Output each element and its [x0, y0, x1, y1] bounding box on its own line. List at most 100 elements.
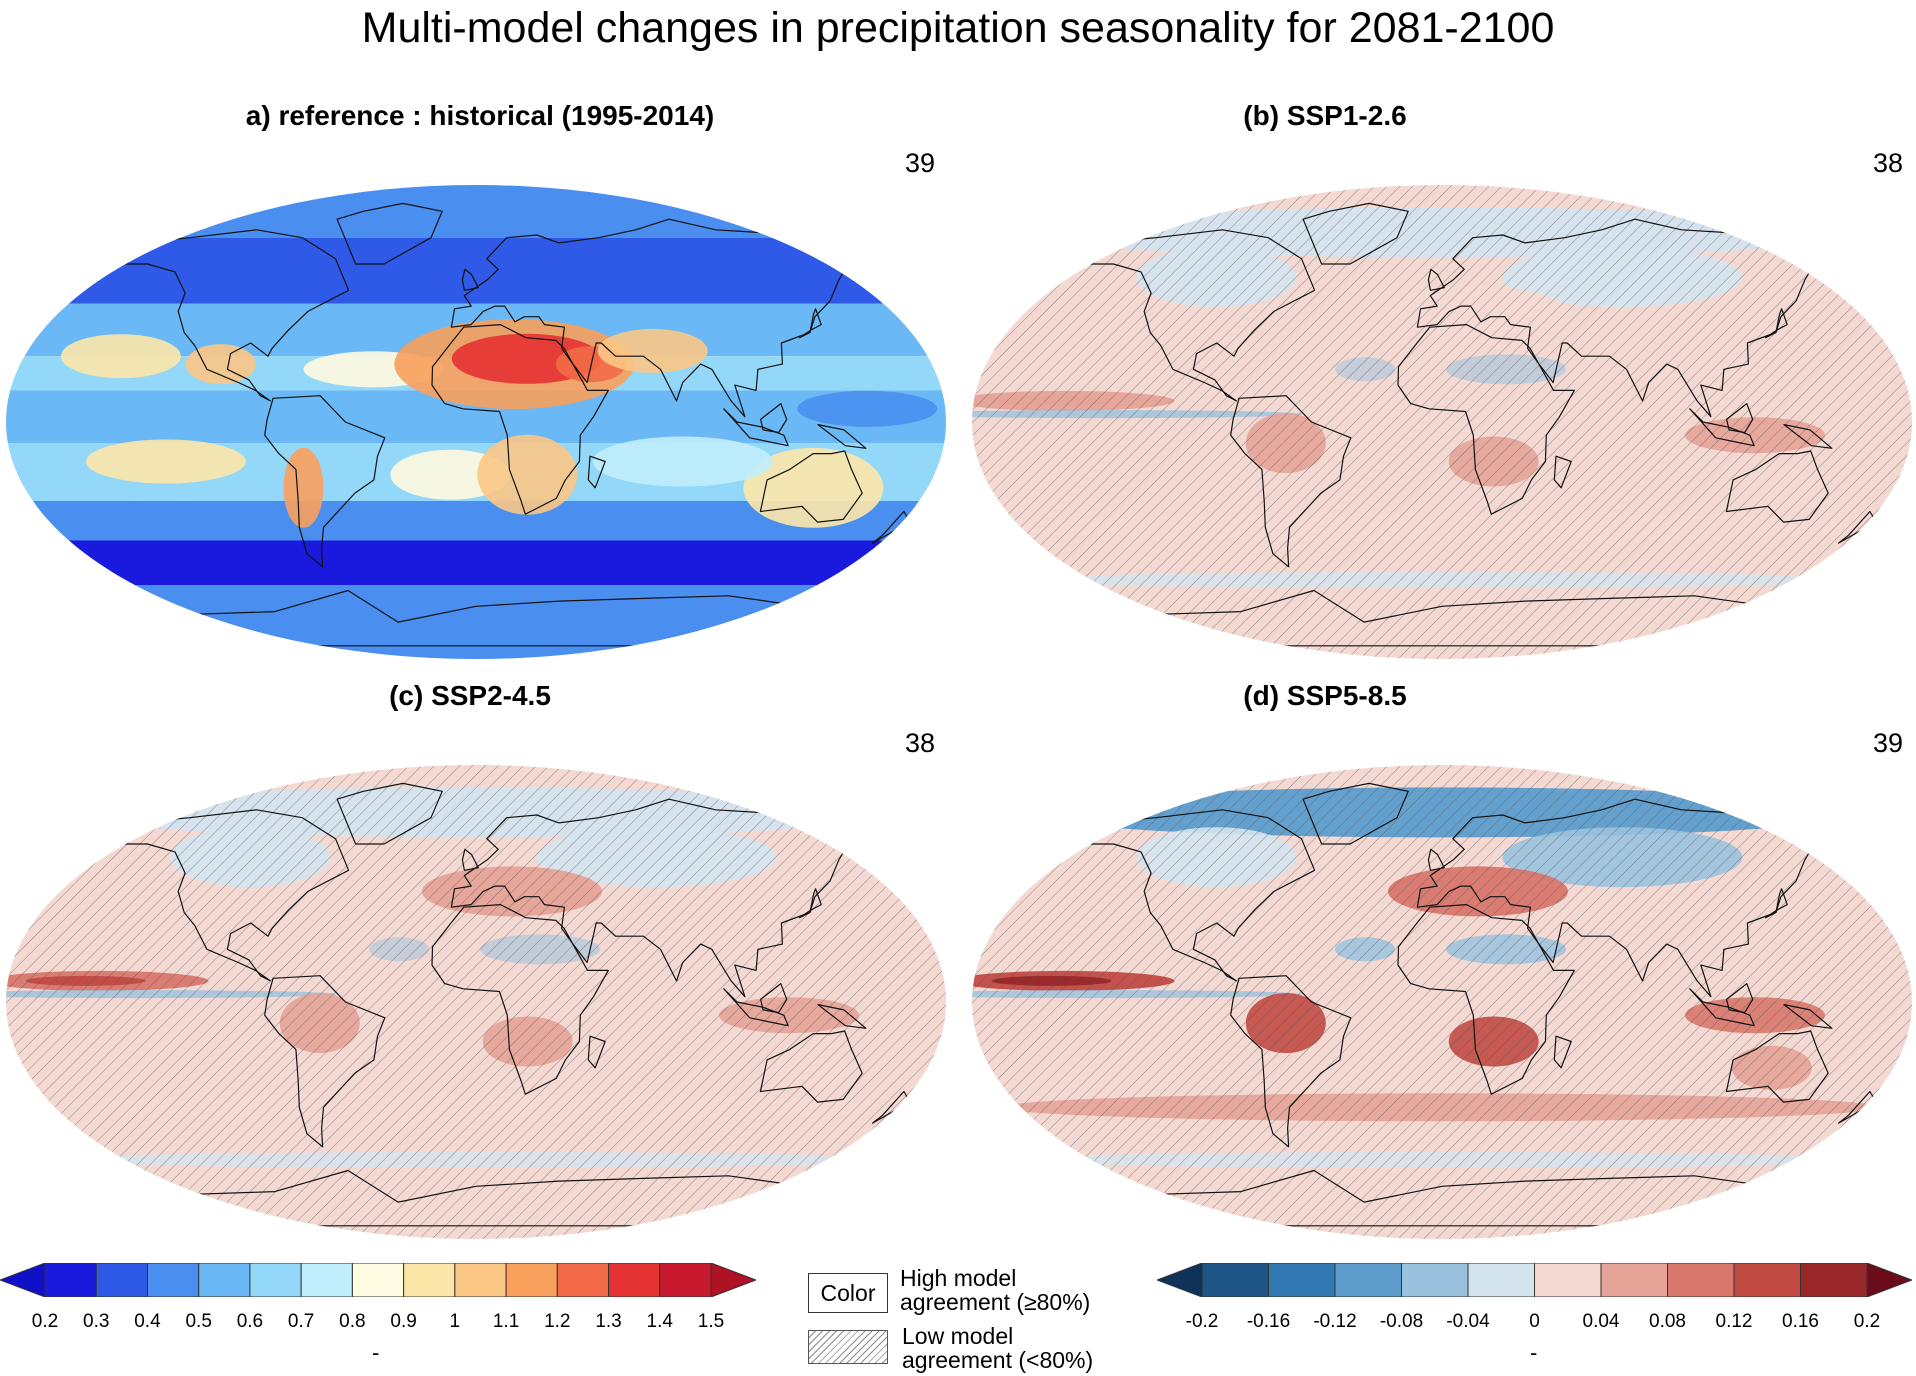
field-high-north [6, 237, 946, 304]
colorbar-under-arrow [1157, 1263, 1203, 1297]
field-maritime-continent [797, 390, 938, 427]
colorbar-change [1157, 1263, 1912, 1297]
legend-low-line2: agreement (<80%) [902, 1347, 1094, 1373]
map-field [6, 185, 946, 659]
coastline-indonesia [1689, 408, 1755, 447]
coastline-borneo [760, 983, 788, 1014]
colorbar-segment [1467, 1263, 1535, 1297]
panel-d-title: (d) SSP5-8.5 [1243, 680, 1407, 711]
low-agreement-hatching [972, 765, 1912, 1239]
field-ne-pacific-dry [60, 334, 181, 379]
colorbar-tick-label: 1.2 [544, 1311, 571, 1332]
coastline-indonesia [1689, 988, 1755, 1027]
coastline-northAmerica [1080, 809, 1316, 982]
colorbar-segment [1800, 1263, 1868, 1297]
colorbar-tick-label: 1.3 [595, 1311, 622, 1332]
colorbar-segment [1401, 1263, 1469, 1297]
coastline-southAmerica [264, 395, 386, 568]
coastline-australia [1725, 1030, 1829, 1103]
colorbar-reference [0, 1263, 756, 1297]
panel-d-model-count: 39 [1873, 728, 1904, 758]
colorbar-over-arrow [1866, 1263, 1912, 1297]
coastline-japan [799, 308, 822, 339]
colorbar-segment [198, 1263, 251, 1297]
colorbar-tick-label: 0.8 [339, 1311, 366, 1332]
coastline-africa [431, 324, 609, 515]
colorbar-segment [403, 1263, 456, 1297]
colorbar-tick-label: 1 [449, 1311, 461, 1332]
colorbar-segment [454, 1263, 507, 1297]
coastline-australia [759, 450, 863, 523]
coastline-australia [759, 1030, 863, 1103]
coastline-greenland [336, 782, 443, 845]
coastlines [1062, 202, 1877, 647]
coastline-borneo [1726, 983, 1754, 1014]
colorbar-segment [1733, 1263, 1801, 1297]
coastline-eurasia [1416, 218, 1822, 418]
colorbar-tick-label: 0.16 [1782, 1311, 1819, 1332]
colorbar-segment [659, 1263, 712, 1297]
coastline-southAmerica [1230, 975, 1352, 1148]
low-agreement-hatching [6, 765, 946, 1239]
legend-hatch-swatch [808, 1330, 888, 1364]
coastline-indonesia [723, 988, 789, 1027]
colorbar-segment [1534, 1263, 1602, 1297]
colorbar-tick-label: -0.08 [1379, 1311, 1424, 1332]
map-field [972, 185, 1912, 659]
coastline-newGuinea [817, 1004, 867, 1029]
colorbar-tick-label: 0.04 [1582, 1311, 1620, 1332]
colorbar-tick-label: 0.6 [236, 1311, 264, 1332]
legend-high-line2: agreement (≥80%) [900, 1289, 1091, 1315]
legend-high-line1: High model [900, 1265, 1017, 1291]
map-panel-a [6, 185, 946, 659]
panel-b-title: (b) SSP1-2.6 [1243, 100, 1407, 131]
colorbar-segment [1268, 1263, 1336, 1297]
coastline-madagascar [587, 1035, 606, 1069]
colorbar-tick-label: 1.1 [492, 1311, 520, 1332]
coastline-greenland [1302, 202, 1409, 265]
coastline-newGuinea [1783, 1004, 1833, 1029]
legend-low-agreement: Low model agreement (<80%) [902, 1324, 1093, 1372]
map-field [972, 765, 1912, 1239]
coastline-uk [1427, 268, 1445, 291]
colorbar-tick-label: 0.08 [1649, 1311, 1686, 1332]
coastline-eurasia [1416, 798, 1822, 998]
coastline-madagascar [587, 455, 606, 489]
coastline-indonesia [723, 408, 789, 447]
colorbar-tick-label: 0.9 [390, 1311, 417, 1332]
coastline-newGuinea [1783, 424, 1833, 449]
coastline-newGuinea [817, 424, 867, 449]
colorbar-segment [1201, 1263, 1269, 1297]
colorbar-segment [505, 1263, 558, 1297]
legend-low-line1: Low model [902, 1323, 1014, 1349]
coastline-africa [1397, 324, 1575, 515]
colorbar-segment [249, 1263, 302, 1297]
field-south-asia [597, 328, 708, 373]
coastline-greenland [336, 202, 443, 265]
map-panel-d [972, 765, 1912, 1239]
coastline-madagascar [1553, 1035, 1572, 1069]
panel-c-model-count: 38 [905, 728, 936, 758]
coastline-southAmerica [1230, 395, 1352, 568]
coastline-eurasia [450, 218, 856, 418]
coastline-northAmerica [114, 229, 350, 402]
coastline-borneo [760, 403, 788, 434]
coastline-northAmerica [1080, 229, 1316, 402]
colorbar-reference-unit: - [372, 1340, 380, 1365]
colorbar-tick-label: 0.5 [185, 1311, 212, 1332]
colorbar-tick-label: 0.4 [134, 1311, 161, 1332]
field-australia [743, 447, 884, 528]
field-arctic [6, 185, 946, 238]
colorbar-tick-label: 0 [1529, 1311, 1540, 1332]
colorbar-tick-label: -0.2 [1185, 1311, 1219, 1332]
colorbar-segment [146, 1263, 200, 1297]
colorbar-tick-label: 0.12 [1715, 1311, 1753, 1332]
colorbar-tick-label: 0.7 [287, 1311, 315, 1332]
map-panel-b [972, 185, 1912, 659]
panel-c-title: (c) SSP2-4.5 [389, 680, 551, 711]
figure-title: Multi-model changes in precipitation sea… [361, 4, 1555, 52]
colorbar-segment [300, 1263, 353, 1297]
colorbar-tick-label: 1.5 [697, 1311, 725, 1332]
colorbar-change-unit: - [1530, 1340, 1538, 1365]
panel-a-model-count: 39 [905, 148, 936, 178]
